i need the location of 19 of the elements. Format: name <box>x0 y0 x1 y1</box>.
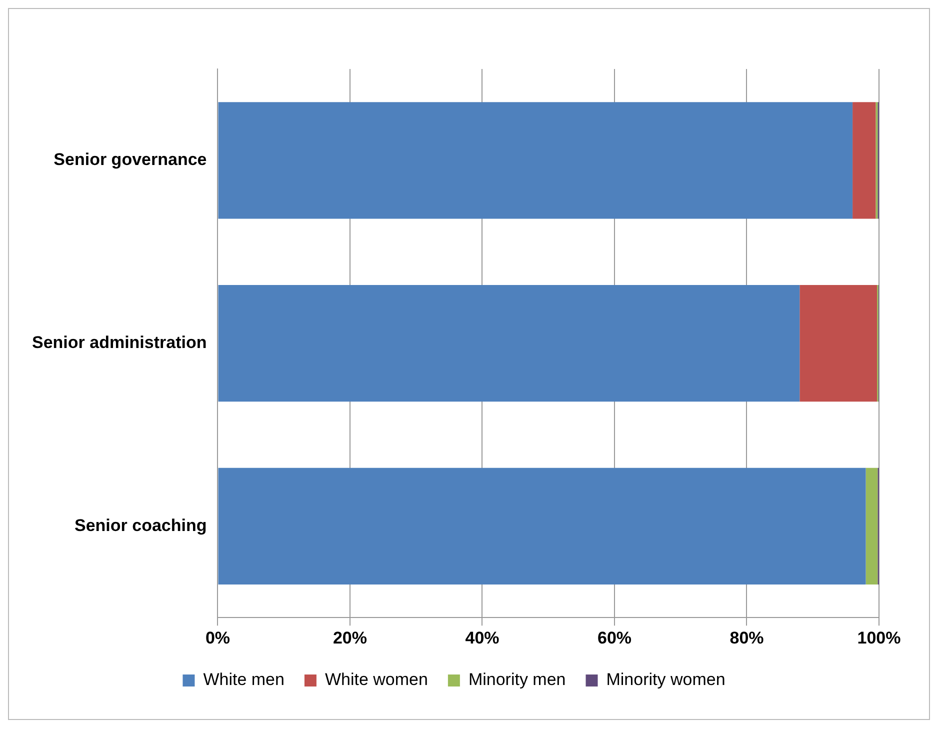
y-tick-label: Senior governance <box>54 150 207 170</box>
legend-label: White women <box>324 670 428 690</box>
y-tick-label: Senior administration <box>32 332 207 352</box>
bar <box>866 468 878 584</box>
y-tick-label: Senior coaching <box>74 516 207 535</box>
bar <box>218 285 800 402</box>
bar <box>852 102 876 219</box>
x-tick-label: 0% <box>205 628 230 648</box>
x-tick-label: 100% <box>857 628 901 648</box>
legend-label: White men <box>203 670 284 690</box>
x-tick-label: 40% <box>465 628 500 648</box>
x-tick-label: 80% <box>730 628 764 648</box>
bar <box>218 102 853 219</box>
bar <box>218 468 866 584</box>
x-tick-label: 60% <box>597 628 632 648</box>
bar <box>800 285 878 402</box>
x-tick-label: 20% <box>332 628 368 648</box>
legend-label: Minority women <box>606 670 726 690</box>
legend-label: Minority men <box>468 670 566 690</box>
